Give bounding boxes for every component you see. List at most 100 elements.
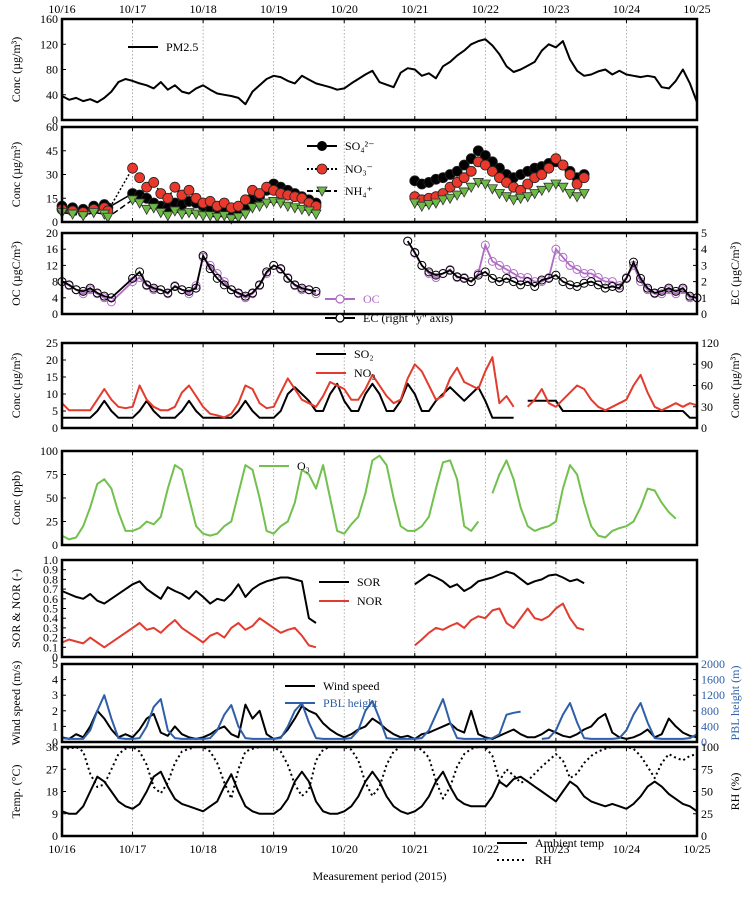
data-point	[78, 289, 88, 299]
data-point	[262, 267, 272, 277]
y2-tick-label: 5	[701, 226, 707, 240]
legend-label: Ambient temp	[535, 836, 604, 850]
y-tick-label: 0	[52, 421, 58, 435]
panel-sornor: 00.10.20.30.40.50.60.70.80.91.0 SOR & NOR…	[9, 553, 699, 664]
data-point	[502, 264, 511, 274]
data-point	[551, 244, 561, 254]
legend-item: RH	[497, 853, 552, 867]
legend-item: PBL height	[285, 696, 378, 710]
y-tick-label: 45	[46, 144, 58, 158]
data-point	[64, 280, 74, 290]
x-axis-title: Measurement period (2015)	[313, 869, 447, 883]
data-point	[614, 281, 624, 291]
panel-pm25: 0 40 80 120 160 Conc (µg/m³)	[9, 12, 699, 127]
data-point	[276, 264, 286, 274]
legend-label: EC (right "y" axis)	[363, 311, 453, 325]
data-point	[486, 165, 498, 177]
y2-tick-label: 400	[701, 719, 719, 733]
y-tick-label: 120	[40, 37, 58, 51]
y-tick-label: 0	[52, 113, 58, 127]
data-point	[197, 211, 209, 222]
y2-tick-label: 100	[701, 740, 719, 754]
panel-frame	[60, 745, 699, 838]
data-point	[162, 211, 174, 222]
legend-item: SOR	[319, 575, 380, 589]
legend-label: Wind speed	[323, 679, 380, 693]
data-point	[212, 273, 222, 283]
data-point	[191, 283, 201, 293]
data-point	[260, 198, 273, 209]
data-point	[253, 201, 266, 212]
y-tick-label: 160	[40, 12, 58, 26]
data-point	[614, 283, 624, 293]
legend-label: NO₃⁻	[345, 162, 373, 176]
y2-tick-label: 1200	[701, 688, 725, 702]
data-point	[650, 288, 660, 298]
data-point	[85, 283, 95, 293]
y-tick-label: 36	[46, 740, 58, 754]
y-axis-label: OC (µgC/m³)	[9, 241, 23, 306]
y2-tick-label: 60	[701, 379, 713, 393]
y-tick-label: 15	[46, 370, 58, 384]
panel-frame	[60, 449, 699, 547]
y-tick-label: 0.4	[43, 611, 58, 625]
data-point	[128, 273, 138, 283]
x-tick-label: 10/19	[260, 842, 287, 856]
series-sornor-0	[61, 570, 585, 624]
y2-tick-label: 800	[701, 704, 719, 718]
legend-item: Wind speed	[285, 679, 380, 693]
data-point	[133, 198, 146, 209]
y-tick-label: 100	[40, 444, 58, 458]
data-point	[487, 256, 497, 266]
data-point	[148, 177, 160, 188]
data-point	[571, 178, 583, 190]
y-tick-label: 0	[52, 538, 58, 552]
series-ocec-1	[57, 236, 702, 303]
data-point	[205, 264, 215, 274]
y2-tick-label: 120	[701, 336, 719, 350]
y2-axis-label: PBL height (m)	[728, 666, 742, 741]
data-point	[516, 273, 526, 283]
data-point	[466, 277, 476, 287]
y-tick-label: 0	[52, 829, 58, 843]
data-point	[685, 291, 695, 301]
legend-item: NOR	[319, 594, 382, 608]
data-point	[191, 281, 201, 291]
y-tick-label: 18	[46, 785, 58, 799]
y-tick-label: 0.2	[43, 631, 58, 645]
data-point	[416, 201, 428, 212]
series-line	[61, 770, 698, 815]
series-line	[414, 602, 585, 647]
legend-label: RH	[535, 853, 552, 867]
x-tick-label: 10/16	[48, 842, 75, 856]
data-point	[579, 269, 589, 278]
data-point	[431, 273, 441, 283]
data-point	[71, 285, 81, 295]
data-point	[451, 165, 463, 177]
data-point	[593, 273, 603, 283]
y-tick-label: 27	[46, 762, 58, 776]
data-point	[578, 172, 590, 184]
legend-item: EC (right "y" axis)	[325, 311, 453, 325]
data-point	[458, 159, 470, 171]
data-point	[423, 200, 435, 211]
y-tick-label: 0.1	[43, 640, 58, 654]
data-point	[232, 212, 245, 224]
data-point	[140, 204, 153, 216]
series-ions-2	[56, 178, 590, 225]
series-line	[526, 373, 698, 412]
panel-met: 0 9 18 27 36 0 25 50 75 100 Temp. (°C) RH (%)	[9, 740, 742, 843]
legend-item: NO₂	[316, 366, 376, 380]
data-point	[183, 184, 195, 196]
y2-tick-label: 30	[701, 400, 713, 414]
data-point	[621, 273, 631, 283]
data-point	[514, 193, 527, 205]
y-tick-label: 16	[46, 242, 58, 256]
data-point	[494, 260, 504, 270]
y-tick-label: 5	[52, 657, 58, 671]
data-point	[465, 182, 477, 193]
data-point	[283, 273, 293, 283]
legend-marker	[316, 186, 328, 197]
y-tick-label: 12	[46, 258, 58, 272]
